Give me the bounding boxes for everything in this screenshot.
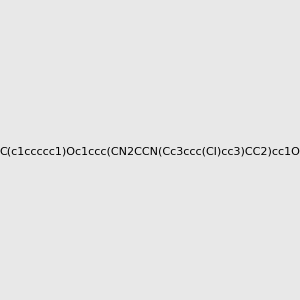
Text: C(c1ccccc1)Oc1ccc(CN2CCN(Cc3ccc(Cl)cc3)CC2)cc1OC: C(c1ccccc1)Oc1ccc(CN2CCN(Cc3ccc(Cl)cc3)C… [0,146,300,157]
